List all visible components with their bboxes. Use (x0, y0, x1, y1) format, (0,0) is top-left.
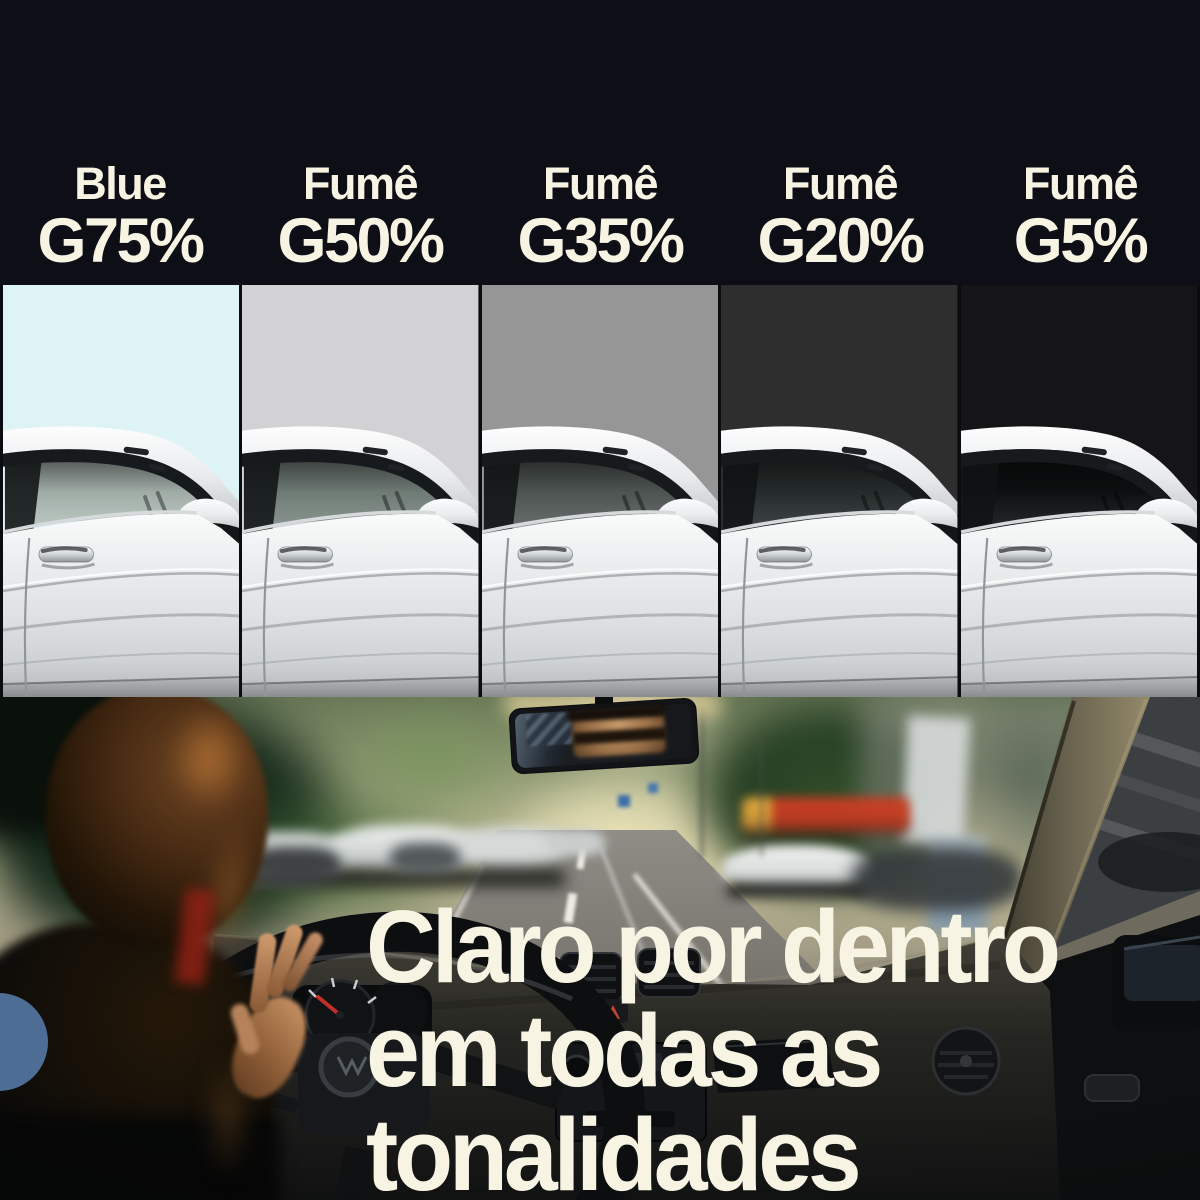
tint-panel-g5 (960, 285, 1198, 697)
tint-grade: G50% (277, 206, 445, 276)
tint-label-fume-g20: Fumê G20% (720, 158, 960, 276)
car-door-illustration (960, 285, 1198, 697)
tint-grade: G35% (517, 206, 685, 276)
cabin-overlay (114, 697, 1200, 1200)
car-door-illustration (3, 285, 240, 697)
tint-name: Fumê (1022, 158, 1139, 209)
rearview-mirror (508, 697, 700, 775)
car-door-illustration (721, 285, 958, 697)
tint-grade: G75% (37, 206, 205, 276)
headline: Claro por dentro em todas as tonalidades (366, 889, 1061, 1200)
tint-panel-g35 (481, 285, 719, 697)
tint-panel-g50 (242, 285, 479, 697)
tint-grade: G20% (757, 206, 925, 276)
tint-name: Blue (74, 158, 167, 209)
headline-line-2: em todas as (366, 993, 883, 1108)
car-door-illustration (481, 285, 719, 697)
tint-label-fume-g5: Fumê G5% (960, 158, 1200, 276)
tint-name: Fumê (542, 158, 659, 209)
blue-road-sign (618, 795, 630, 807)
headline-line-3: tonalidades (366, 1097, 862, 1200)
dark-car-blur (852, 847, 1022, 911)
tint-panel-g75 (3, 285, 240, 697)
awning-shadow (742, 825, 910, 837)
interior-driving-photo: Claro por dentro em todas as tonalidades (0, 697, 1200, 1200)
car-shadow-blur (728, 883, 868, 897)
dark-car-blur (390, 843, 460, 873)
tint-name: Fumê (782, 158, 899, 209)
tint-grade: G5% (1013, 206, 1149, 276)
tint-panels-row (0, 285, 1200, 697)
tint-labels-row: Blue G75% Fumê G50% Fumê G35% Fumê G20% … (0, 158, 1200, 276)
car-door-illustration (242, 285, 479, 697)
pole-blur (700, 707, 704, 857)
tint-label-fume-g50: Fumê G50% (240, 158, 480, 276)
tint-label-blue-g75: Blue G75% (0, 158, 240, 276)
parked-car-blur (545, 830, 605, 856)
tint-name: Fumê (302, 158, 419, 209)
tint-panel-g20 (721, 285, 958, 697)
header-band: Blue G75% Fumê G50% Fumê G35% Fumê G20% … (0, 0, 1200, 285)
blue-road-sign (648, 783, 658, 793)
headline-line-1: Claro por dentro (366, 889, 1061, 1004)
pole-blur (760, 737, 763, 857)
tint-label-fume-g35: Fumê G35% (480, 158, 720, 276)
